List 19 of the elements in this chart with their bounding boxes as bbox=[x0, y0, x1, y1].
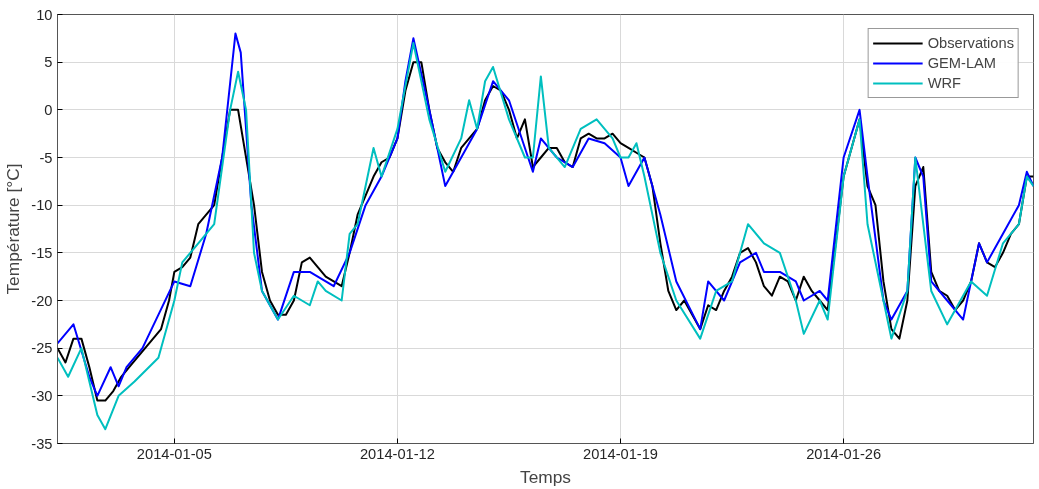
x-tick-label: 2014-01-12 bbox=[359, 445, 435, 462]
y-tick-label: 0 bbox=[44, 101, 53, 118]
x-tick-label: 2014-01-26 bbox=[806, 445, 882, 462]
y-tick-label: -15 bbox=[31, 244, 53, 261]
y-tick-label: 10 bbox=[36, 6, 53, 23]
x-tick-label: 2014-01-19 bbox=[583, 445, 659, 462]
y-tick-label: 5 bbox=[44, 54, 53, 71]
legend-label: Observations bbox=[927, 35, 1014, 51]
y-tick-label: -10 bbox=[31, 197, 53, 214]
x-tick-label: 2014-01-05 bbox=[136, 445, 212, 462]
x-axis-title: Temps bbox=[519, 466, 572, 487]
y-tick-label: -5 bbox=[39, 149, 53, 166]
y-tick-label: -35 bbox=[31, 435, 53, 452]
y-tick-label: -25 bbox=[31, 340, 53, 357]
legend-label: WRF bbox=[927, 75, 962, 91]
y-axis-title: Température [°C] bbox=[3, 163, 24, 295]
y-tick-label: -20 bbox=[31, 292, 53, 309]
legend-label: GEM-LAM bbox=[927, 55, 997, 71]
y-tick-label: -30 bbox=[31, 387, 53, 404]
